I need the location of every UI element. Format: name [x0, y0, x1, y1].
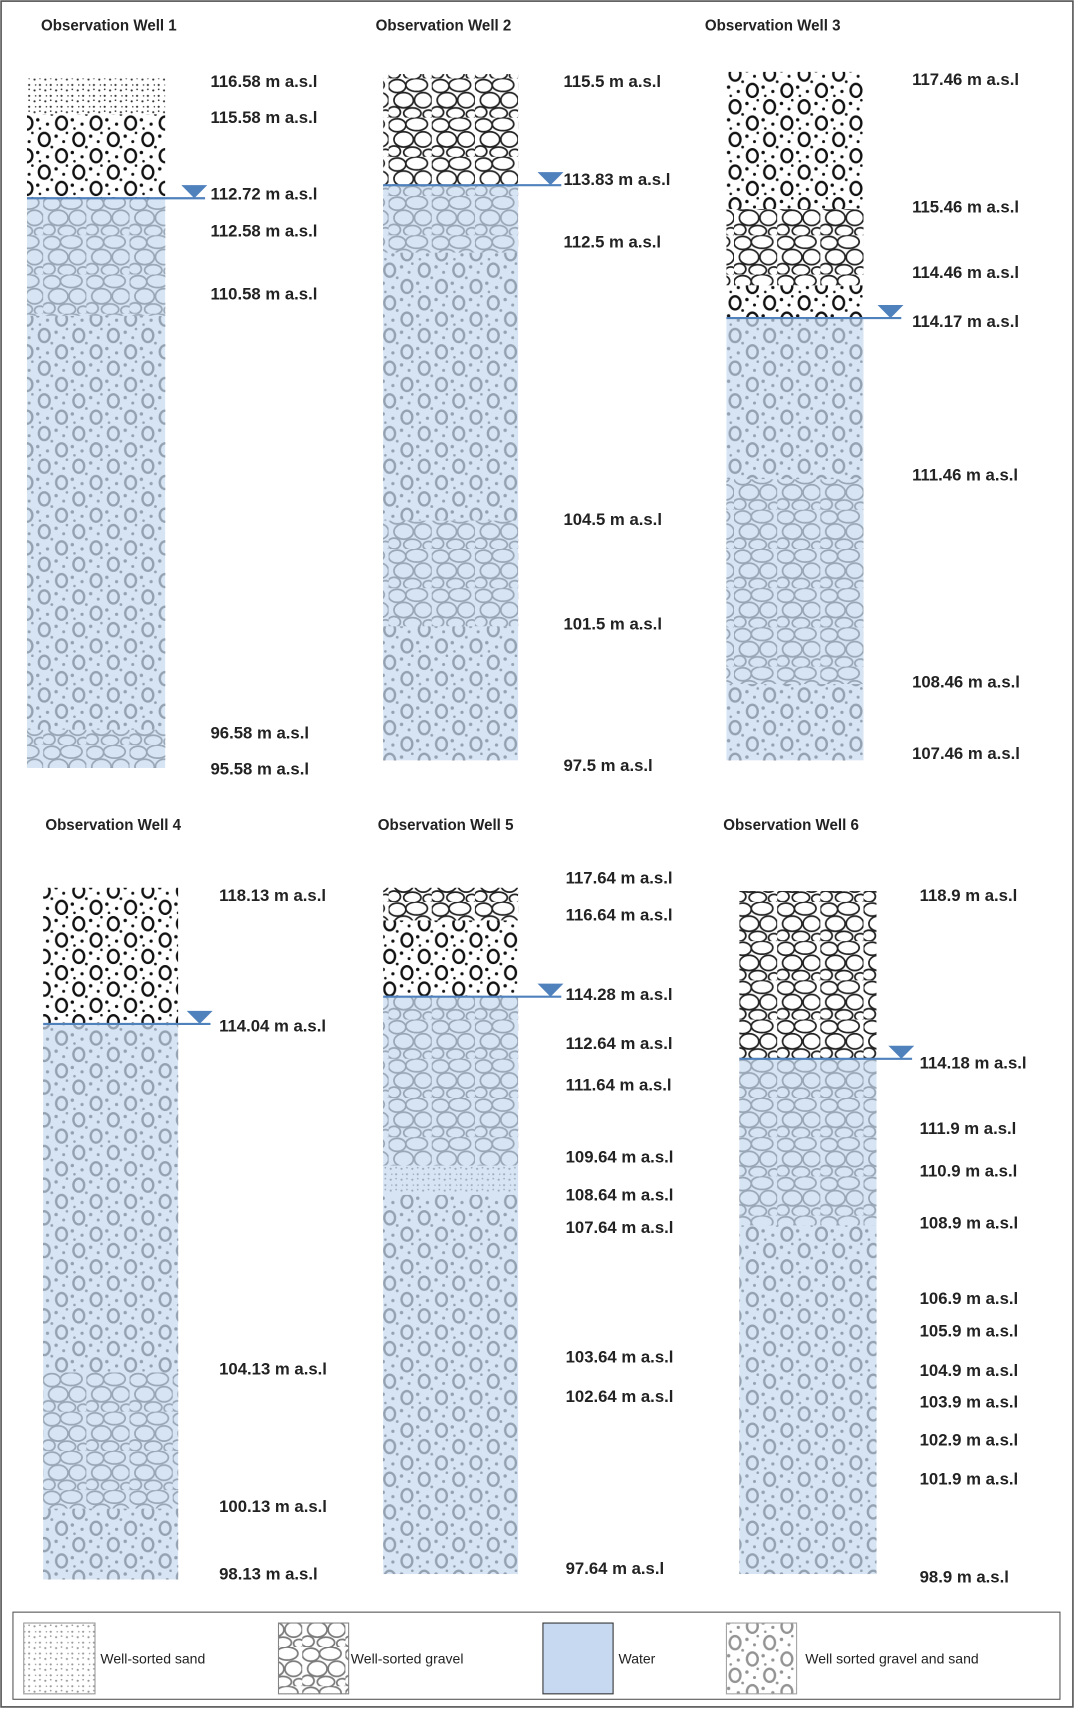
elevation-label: 102.9 m a.s.l	[920, 1430, 1019, 1449]
elevation-label: 111.9 m a.s.l	[920, 1119, 1017, 1138]
well-title: Observation Well 6	[723, 817, 859, 834]
elevation-label: 112.58 m a.s.l	[210, 221, 317, 240]
well-title: Observation Well 3	[705, 17, 841, 34]
legend-label: Well-sorted gravel	[351, 1650, 464, 1666]
elevation-label: 112.64 m a.s.l	[566, 1034, 673, 1053]
elevation-label: 108.64 m a.s.l	[566, 1185, 674, 1204]
elevation-label: 100.13 m a.s.l	[219, 1497, 327, 1516]
well-title: Observation Well 4	[45, 817, 181, 834]
soil-layer	[726, 209, 863, 285]
well-title: Observation Well 1	[41, 17, 177, 34]
elevation-label: 112.72 m a.s.l	[210, 184, 317, 203]
elevation-label: 116.58 m a.s.l	[210, 72, 317, 91]
water-zone	[739, 1059, 876, 1574]
well-title: Observation Well 5	[378, 817, 514, 834]
water-zone	[27, 198, 165, 768]
elevation-label: 105.9 m a.s.l	[920, 1321, 1019, 1340]
water-zone	[383, 997, 518, 1574]
elevation-label: 115.58 m a.s.l	[210, 108, 317, 127]
soil-layer	[27, 114, 165, 198]
elevation-label: 116.64 m a.s.l	[566, 905, 673, 924]
page: {"wells":[ {"title":"Observation Well 1"…	[0, 0, 1074, 1713]
legend-swatch	[726, 1623, 796, 1694]
elevation-label: 111.46 m a.s.l	[912, 465, 1018, 484]
soil-layer	[383, 920, 518, 996]
elevation-label: 118.13 m a.s.l	[219, 886, 326, 905]
water-marker	[181, 185, 207, 198]
elevation-label: 113.83 m a.s.l	[563, 170, 670, 189]
elevation-label: 109.64 m a.s.l	[566, 1147, 674, 1166]
water-marker	[888, 1046, 914, 1059]
elevation-label: 108.9 m a.s.l	[920, 1214, 1019, 1233]
legend-swatch	[278, 1623, 348, 1694]
elevation-label: 114.17 m a.s.l	[912, 312, 1019, 331]
diagram: Well-sorted sand Well-sorted gravel Wate…	[0, 0, 1074, 1708]
elevation-label: 104.9 m a.s.l	[920, 1361, 1019, 1380]
soil-layer	[383, 888, 518, 921]
elevation-label: 106.9 m a.s.l	[920, 1289, 1019, 1308]
soil-layer	[739, 891, 876, 1059]
elevation-label: 110.9 m a.s.l	[920, 1161, 1018, 1180]
water-marker	[538, 172, 564, 185]
legend: Well-sorted sand Well-sorted gravel Wate…	[13, 1612, 1060, 1699]
soil-layer	[726, 285, 863, 318]
water-marker	[878, 305, 904, 318]
elevation-label: 108.46 m a.s.l	[912, 672, 1020, 691]
soil-layer	[726, 72, 863, 209]
legend-label: Well-sorted sand	[100, 1650, 205, 1666]
elevation-label: 104.5 m a.s.l	[563, 510, 662, 529]
soil-layer	[27, 78, 165, 114]
elevation-label: 95.58 m a.s.l	[210, 759, 309, 778]
elevation-label: 103.9 m a.s.l	[920, 1392, 1019, 1411]
elevation-label: 107.46 m a.s.l	[912, 744, 1020, 763]
water-zone	[43, 1024, 178, 1580]
elevation-label: 111.64 m a.s.l	[566, 1075, 672, 1094]
legend-label: Well sorted gravel and sand	[805, 1650, 978, 1666]
elevation-label: 107.64 m a.s.l	[566, 1218, 674, 1237]
elevation-label: 101.9 m a.s.l	[920, 1470, 1019, 1489]
elevation-label: 117.64 m a.s.l	[566, 868, 673, 887]
elevation-label: 114.18 m a.s.l	[920, 1054, 1027, 1073]
water-marker	[187, 1011, 213, 1024]
soil-layer	[43, 888, 178, 1024]
elevation-label: 115.5 m a.s.l	[563, 72, 661, 91]
water-zone	[726, 318, 863, 760]
elevation-label: 112.5 m a.s.l	[563, 232, 661, 251]
elevation-label: 104.13 m a.s.l	[219, 1360, 327, 1379]
elevation-label: 97.5 m a.s.l	[563, 756, 652, 775]
elevation-label: 114.46 m a.s.l	[912, 263, 1019, 282]
legend-swatch	[543, 1623, 613, 1694]
soil-layer	[383, 74, 518, 183]
elevation-label: 117.46 m a.s.l	[912, 70, 1019, 89]
elevation-label: 114.04 m a.s.l	[219, 1016, 326, 1035]
elevation-label: 103.64 m a.s.l	[566, 1348, 674, 1367]
well-title: Observation Well 2	[376, 17, 512, 34]
elevation-label: 98.9 m a.s.l	[920, 1568, 1009, 1587]
legend-swatch	[24, 1623, 95, 1694]
water-zone	[383, 185, 518, 760]
elevation-label: 118.9 m a.s.l	[920, 886, 1018, 905]
legend-label: Water	[618, 1650, 655, 1666]
elevation-label: 114.28 m a.s.l	[566, 985, 673, 1004]
elevation-label: 98.13 m a.s.l	[219, 1564, 318, 1583]
elevation-label: 101.5 m a.s.l	[563, 615, 662, 634]
elevation-label: 115.46 m a.s.l	[912, 197, 1019, 216]
elevation-label: 96.58 m a.s.l	[210, 723, 309, 742]
water-marker	[538, 984, 564, 997]
elevation-label: 110.58 m a.s.l	[210, 284, 317, 303]
elevation-label: 97.64 m a.s.l	[566, 1559, 665, 1578]
elevation-label: 102.64 m a.s.l	[566, 1387, 674, 1406]
